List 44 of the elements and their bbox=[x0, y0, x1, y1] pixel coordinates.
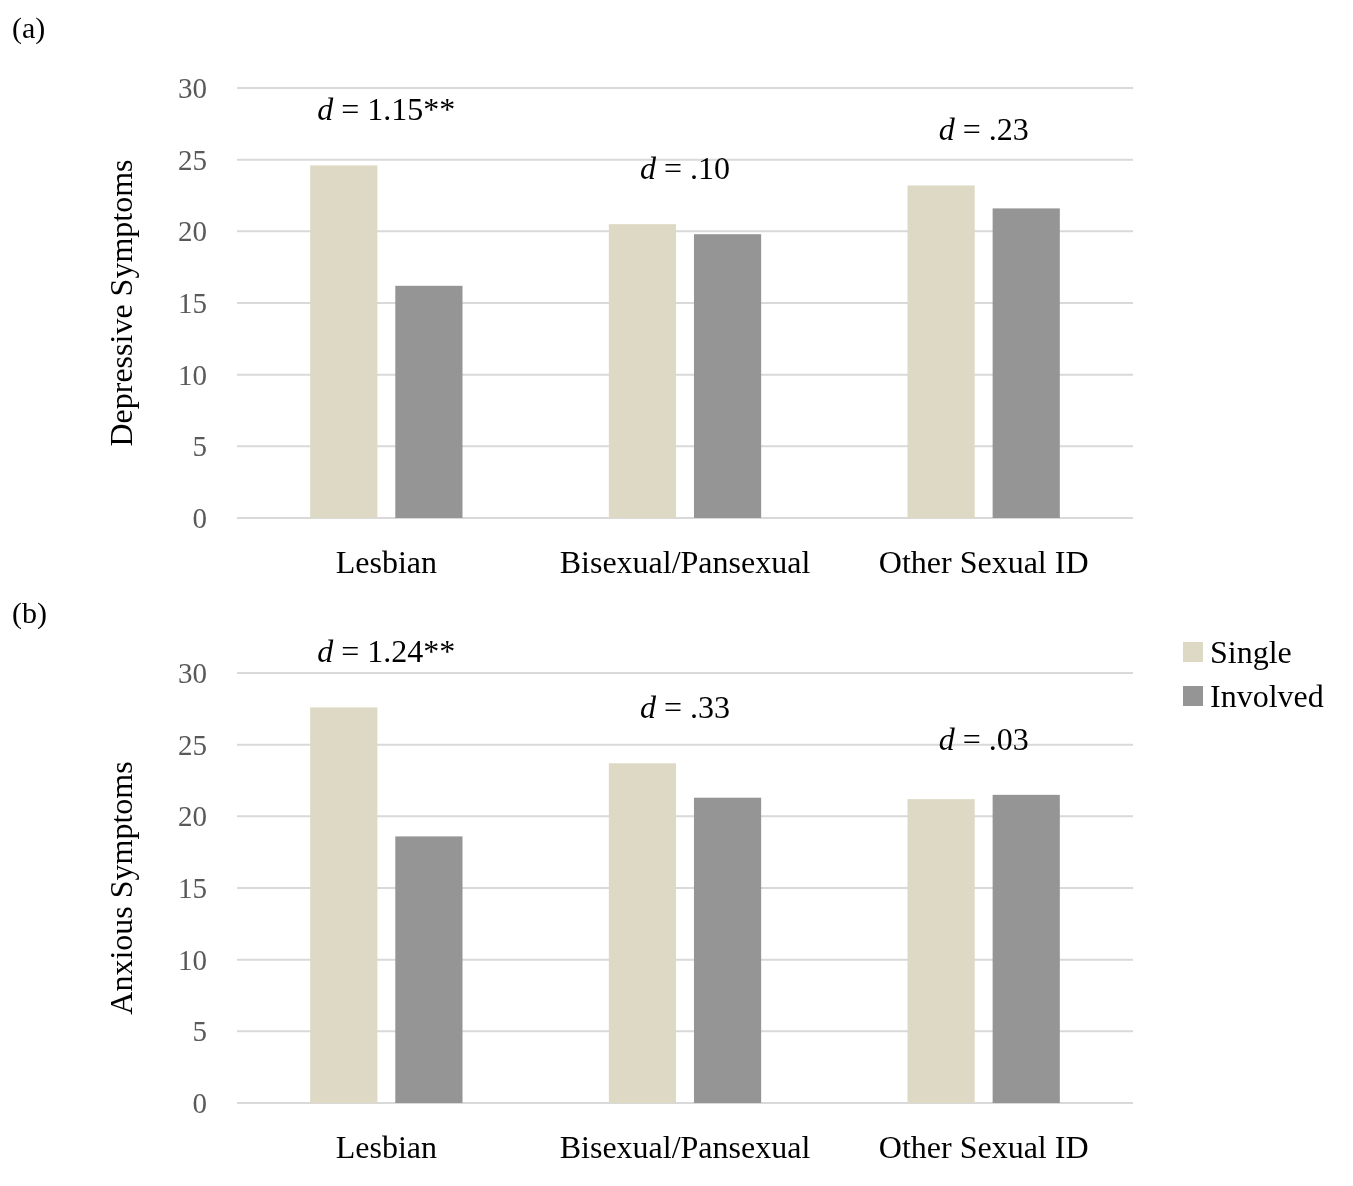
y-tick-label: 25 bbox=[178, 728, 207, 761]
x-tick-label: Bisexual/Pansexual bbox=[559, 544, 811, 580]
y-axis-title: Anxious Symptoms bbox=[103, 761, 139, 1015]
text: d = 1.24** bbox=[317, 633, 456, 670]
y-tick-label: 0 bbox=[192, 502, 207, 535]
x-tick-label: Other Sexual ID bbox=[878, 544, 1089, 580]
bar bbox=[907, 799, 975, 1103]
y-tick-label: 25 bbox=[178, 143, 207, 176]
bar bbox=[395, 285, 463, 518]
bar bbox=[693, 797, 762, 1103]
chart-title: (a) bbox=[12, 11, 46, 45]
y-tick-label: 10 bbox=[178, 943, 207, 976]
annotation: d = .23 bbox=[938, 111, 1029, 148]
y-tick-label: 30 bbox=[178, 72, 207, 105]
y-tick-label: 15 bbox=[178, 287, 207, 320]
annotation: d = .33 bbox=[639, 689, 731, 726]
bar bbox=[693, 234, 762, 518]
y-tick-label: 5 bbox=[192, 430, 207, 463]
x-tick-label: Other Sexual ID bbox=[878, 1129, 1089, 1165]
annotation: d = .10 bbox=[639, 150, 731, 187]
y-tick-label: 5 bbox=[192, 1015, 207, 1048]
y-axis-title: Depressive Symptoms bbox=[103, 159, 139, 447]
legend-label: Single bbox=[1210, 634, 1292, 671]
bar bbox=[395, 836, 463, 1103]
legend-label: Involved bbox=[1210, 678, 1324, 715]
y-tick-label: 0 bbox=[192, 1087, 207, 1120]
y-tick-label: 30 bbox=[178, 657, 207, 690]
x-tick-label: Lesbian bbox=[335, 544, 437, 580]
bar bbox=[608, 763, 677, 1103]
bar bbox=[310, 165, 378, 518]
y-tick-label: 10 bbox=[178, 358, 207, 391]
bar bbox=[992, 208, 1060, 518]
annotation: d = 1.15** bbox=[317, 91, 456, 128]
bar bbox=[608, 224, 677, 518]
annotation: d = .03 bbox=[938, 720, 1029, 757]
y-tick-label: 15 bbox=[178, 872, 207, 905]
x-tick-label: Bisexual/Pansexual bbox=[559, 1129, 811, 1165]
bar bbox=[907, 185, 975, 518]
bar bbox=[310, 707, 378, 1103]
y-tick-label: 20 bbox=[178, 215, 207, 248]
x-tick-label: Lesbian bbox=[335, 1129, 437, 1165]
y-tick-label: 20 bbox=[178, 800, 207, 833]
chart-title: (b) bbox=[12, 596, 47, 630]
bar bbox=[992, 794, 1060, 1103]
